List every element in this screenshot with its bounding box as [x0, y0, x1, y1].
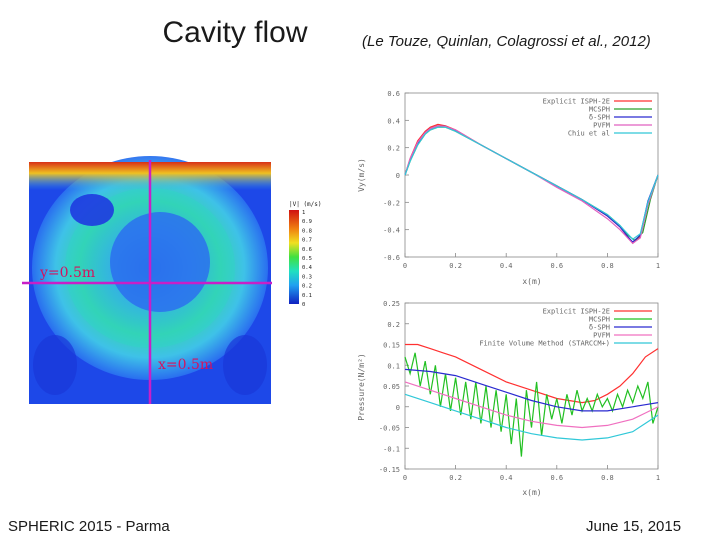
colorbar-title: |V| (m/s) — [289, 201, 322, 208]
footer-date: June 15, 2015 — [586, 518, 682, 535]
legend-label: δ-SPH — [589, 114, 610, 122]
legend-label: MCSPH — [589, 316, 610, 324]
slide-title: Cavity flow — [162, 16, 308, 49]
pressure-chart: 0.250.20.150.10.050-0.05-0.1-0.150 0.2 0.4… — [357, 300, 660, 497]
series-line — [404, 393, 659, 441]
legend-label: Finite Volume Method (STARCCM+) — [479, 340, 610, 348]
y-tick-label: 0 — [396, 404, 400, 412]
colorbar-tick-label: 0.6 — [302, 247, 312, 253]
y-tick-label: 0.4 — [387, 117, 400, 125]
colorbar-tick-label: 0.5 — [302, 256, 312, 262]
velocity-chart: 0.60.40.20-0.2-0.4-0.60 0.2 0.4 0.6 0.8 1 Exp… — [357, 90, 660, 286]
y-tick-label: -0.4 — [383, 227, 400, 235]
colorbar-tick-label: 0.4 — [302, 265, 313, 271]
series-line — [404, 126, 659, 242]
citation: (Le Touze, Quinlan, Colagrossi et al., 2… — [362, 33, 651, 50]
cavity-simulation-image: y=0.5m x=0.5m |V| (m/s) 1 0.9 0.8 0.7 0.6 0.5… — [22, 156, 322, 404]
colorbar-tick-label: 1 — [302, 210, 305, 216]
y-tick-label: -0.6 — [383, 254, 400, 262]
x-tick-label: 0.4 — [500, 262, 513, 270]
series-line — [404, 368, 659, 412]
y-tick-label: 0.2 — [387, 321, 400, 329]
y-axis-label: Vy(m/s) — [357, 158, 366, 192]
colorbar-tick-label: 0.1 — [302, 293, 312, 299]
y-tick-label: 0.05 — [383, 383, 400, 391]
legend-label: Chiu et al — [568, 130, 610, 138]
x-tick-label: 0 — [403, 262, 407, 270]
series-line — [404, 352, 659, 457]
y-tick-label: 0.6 — [387, 90, 400, 98]
y-tick-label: 0.2 — [387, 145, 400, 153]
x-axis-label: x(m) — [522, 277, 541, 286]
y-tick-label: 0.25 — [383, 300, 400, 308]
series-line — [404, 126, 659, 240]
legend-label: Explicit ISPH-2E — [543, 98, 610, 106]
y-axis-label: Pressure(N/m²) — [357, 353, 366, 420]
x-tick-label: 0.8 — [601, 262, 614, 270]
colorbar-tick-label: 0.8 — [302, 228, 312, 234]
legend-label: δ-SPH — [589, 324, 610, 332]
x-axis-label: x(m) — [522, 488, 541, 497]
x-tick-label: 1 — [656, 474, 660, 482]
y-tick-label: -0.2 — [383, 199, 400, 207]
colorbar-tick-label: 0.3 — [302, 274, 312, 280]
y-tick-label: 0.15 — [383, 342, 400, 350]
colorbar-ticks: 1 0.9 0.8 0.7 0.6 0.5 0.4 0.3 0.2 0.1 0 — [302, 210, 313, 308]
legend-label: MCSPH — [589, 106, 610, 114]
y-tick-label: 0.1 — [387, 362, 400, 370]
y-tick-label: 0 — [396, 172, 400, 180]
legend-label: PVFM — [593, 332, 610, 340]
x-tick-label: 0.6 — [550, 474, 563, 482]
colorbar-tick-label: 0.9 — [302, 219, 312, 225]
x-tick-label: 0.8 — [601, 474, 614, 482]
series-line — [404, 125, 659, 243]
line-h-label: y=0.5m — [39, 265, 95, 281]
line-v-label: x=0.5m — [158, 357, 213, 373]
x-tick-label: 0 — [403, 474, 407, 482]
footer-event: SPHERIC 2015 - Parma — [8, 518, 170, 535]
legend-label: Explicit ISPH-2E — [543, 308, 610, 316]
colorbar-tick-label: 0.7 — [302, 238, 312, 244]
x-tick-label: 0.2 — [449, 474, 462, 482]
y-tick-label: -0.1 — [383, 445, 400, 453]
x-tick-label: 1 — [656, 262, 660, 270]
colorbar — [289, 210, 299, 304]
colorbar-tick-label: 0.2 — [302, 284, 312, 290]
legend-label: PVFM — [593, 122, 610, 130]
colorbar-tick-label: 0 — [302, 302, 305, 308]
series-line — [405, 343, 659, 404]
y-tick-label: -0.15 — [379, 466, 400, 474]
x-tick-label: 0.2 — [449, 262, 462, 270]
y-tick-label: -0.05 — [379, 425, 400, 433]
series-line — [404, 381, 659, 429]
x-tick-label: 0.4 — [500, 474, 513, 482]
x-tick-label: 0.6 — [550, 262, 563, 270]
